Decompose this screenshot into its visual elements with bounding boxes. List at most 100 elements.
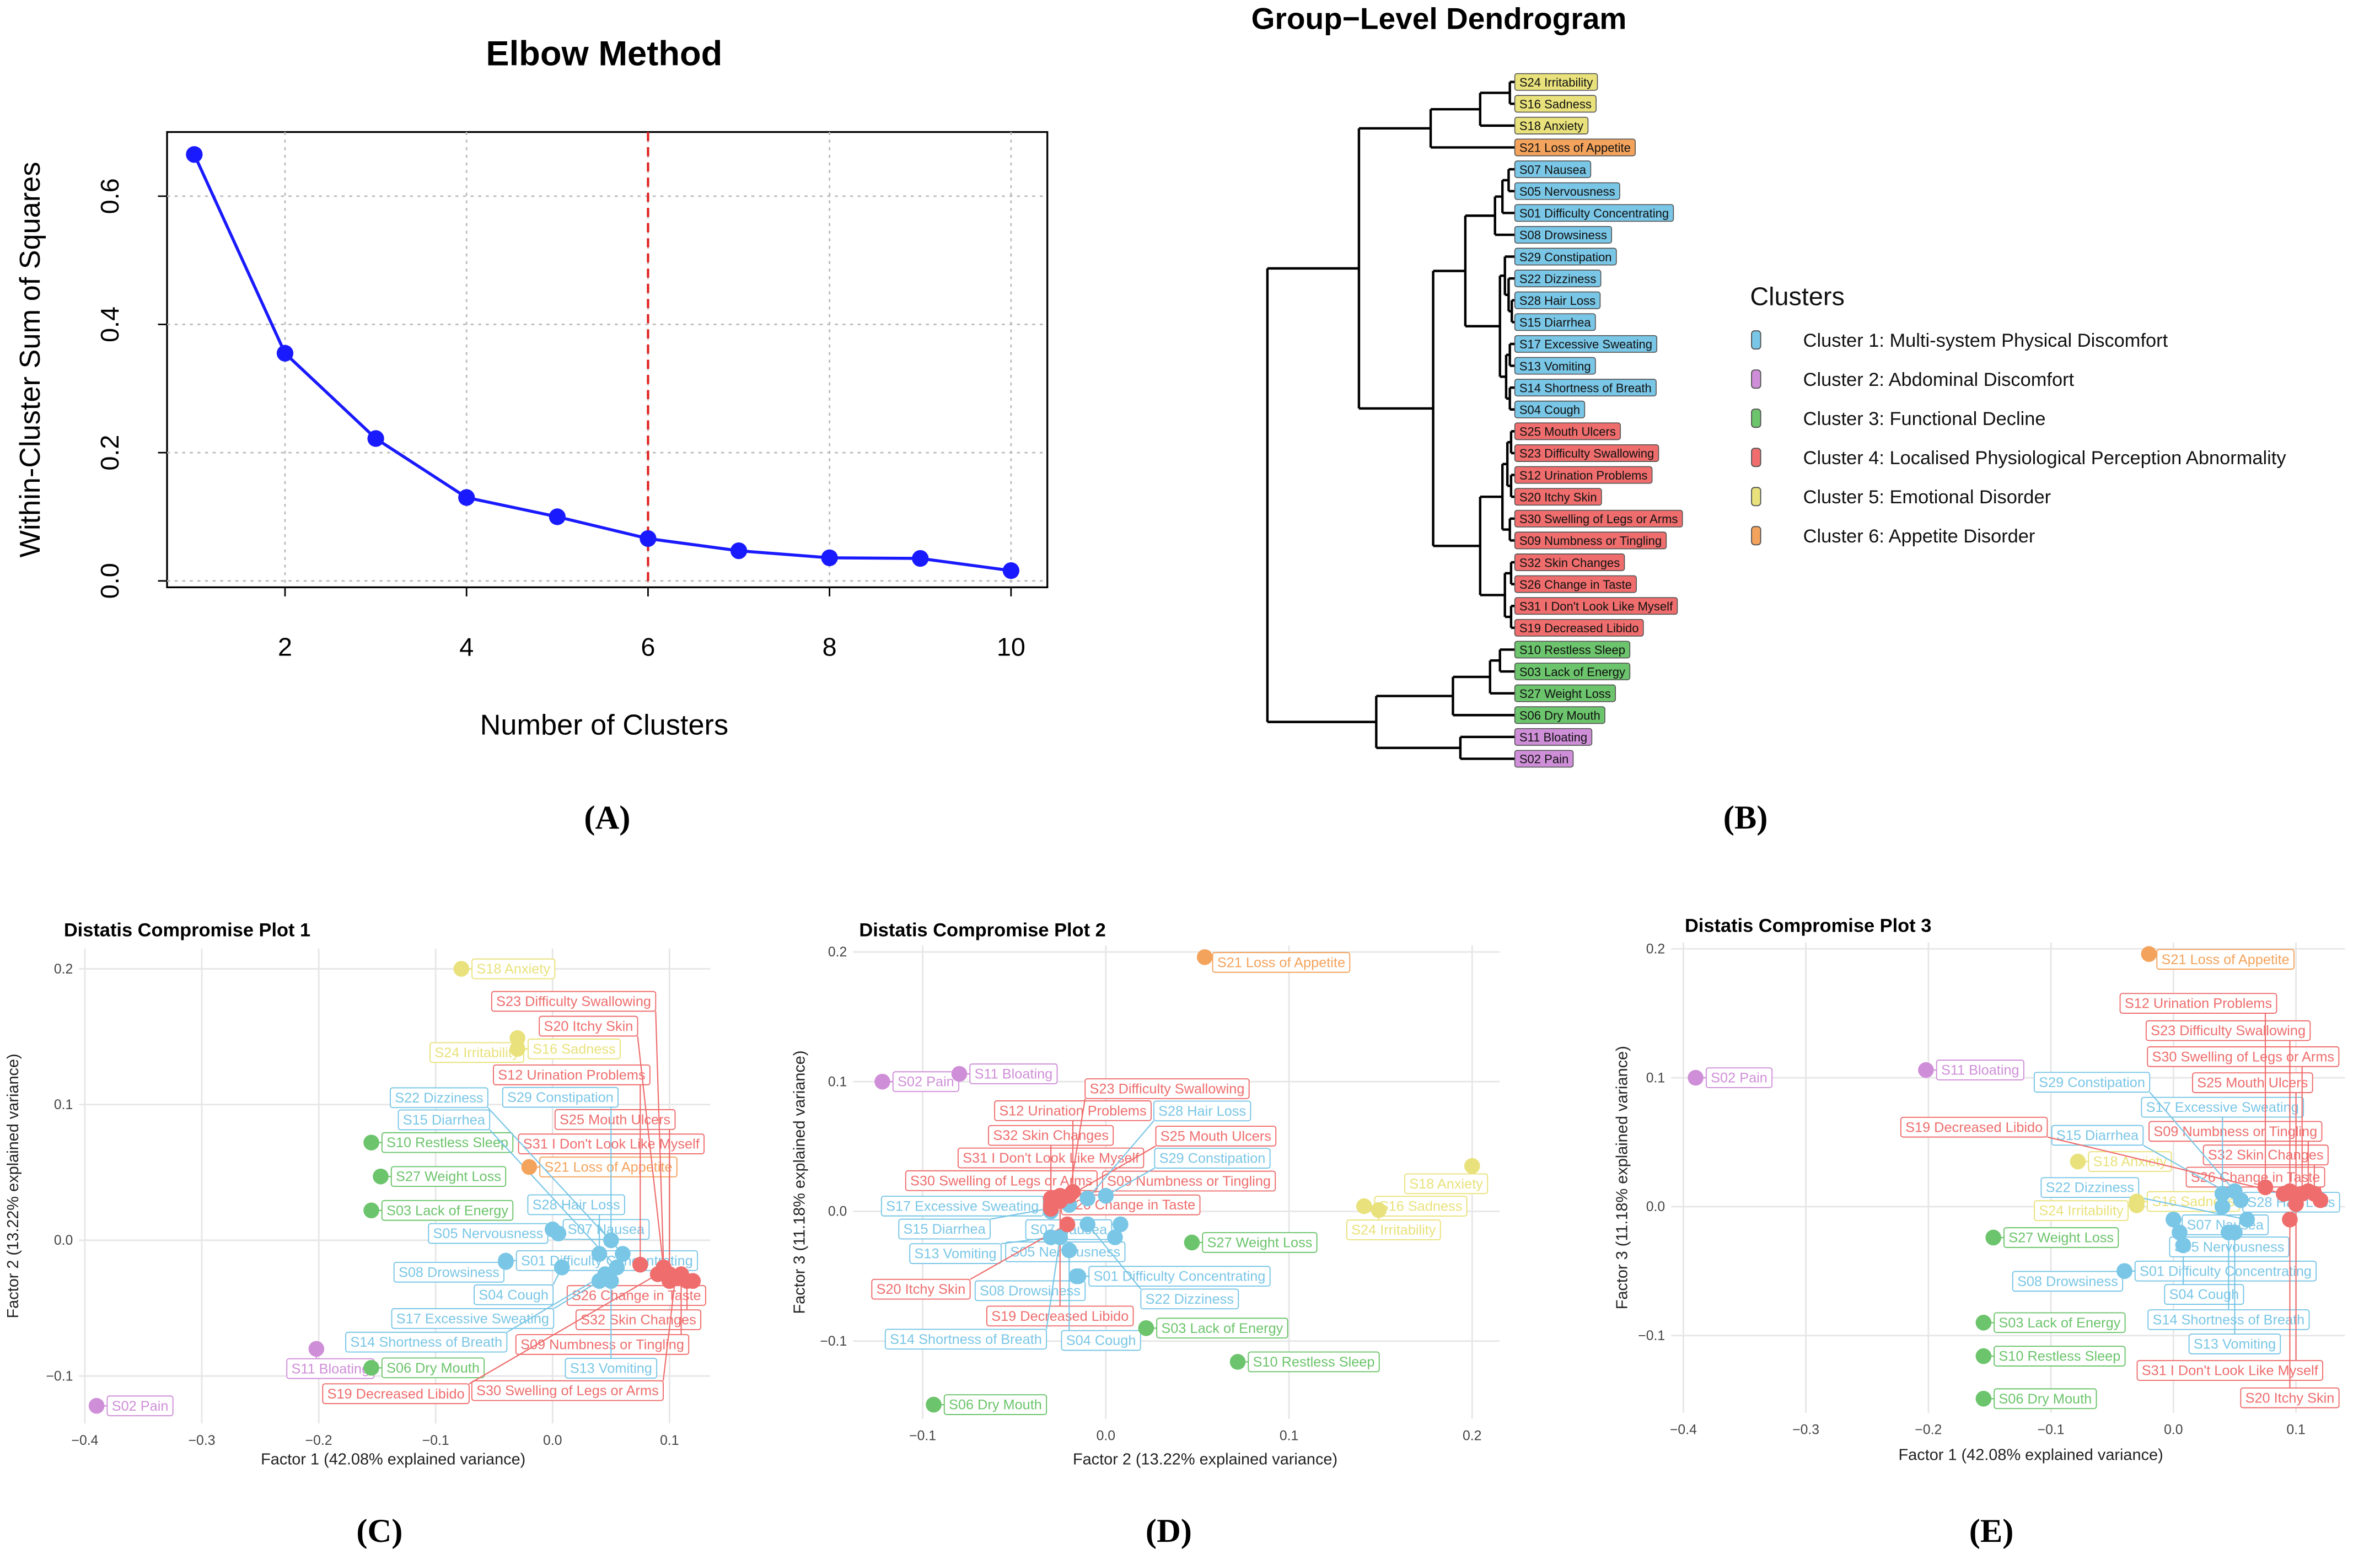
- symptom-label-text: S11 Bloating: [1941, 1063, 2019, 1078]
- label-box: [2188, 1333, 2281, 1354]
- label-box: [969, 1063, 1058, 1084]
- symptom-label-text: S21 Loss of Appetite: [2162, 952, 2290, 967]
- elbow-point: [912, 550, 929, 567]
- label-box: [1154, 1148, 1271, 1169]
- symptom-label-text: S08 Drowsiness: [980, 1283, 1081, 1299]
- symptom-label: S08 Drowsiness: [974, 1276, 1086, 1302]
- leaf-label: S23 Difficulty Swallowing: [1519, 447, 1654, 460]
- label-box: [322, 1383, 470, 1405]
- y-tick-label: 0.0: [54, 1233, 73, 1248]
- symptom-label: S05 Nervousness: [428, 1223, 558, 1244]
- legend-title: Clusters: [1750, 282, 1845, 310]
- y-tick-label: 0.1: [828, 1074, 847, 1089]
- x-tick-label: −0.2: [305, 1433, 332, 1448]
- label-box: [381, 1357, 485, 1379]
- y-tick-label: 0.2: [1646, 942, 1665, 957]
- symptom-point: [2129, 1197, 2145, 1213]
- label-box: [974, 1280, 1086, 1302]
- symptom-label: S17 Excessive Sweating: [2141, 1096, 2304, 1207]
- symptom-label-text: S13 Vomiting: [570, 1361, 652, 1376]
- symptom-label-text: S20 Itchy Skin: [2245, 1390, 2335, 1406]
- symptom-label-text: S20 Itchy Skin: [877, 1282, 966, 1297]
- symptom-label-text: S23 Difficulty Swallowing: [2151, 1023, 2306, 1039]
- label-box: [539, 1157, 678, 1177]
- symptom-label-text: S26 Change in Taste: [572, 1288, 701, 1304]
- y-axis-label: Factor 3 (11.18% explained variance): [1613, 1046, 1631, 1309]
- y-axis-label: Factor 2 (13.22% explained variance): [4, 1053, 22, 1318]
- symptom-label: S19 Decreased Libido: [322, 1273, 658, 1405]
- dendrogram-leaf: S12 Urination Problems: [1514, 466, 1653, 484]
- symptom-label: S06 Dry Mouth: [371, 1357, 485, 1379]
- y-tick-label: −0.1: [46, 1369, 73, 1384]
- symptom-label: S10 Restless Sleep: [1983, 1346, 2126, 1367]
- symptom-label-text: S25 Mouth Ulcers: [1161, 1128, 1271, 1144]
- points: [88, 961, 701, 1414]
- leaf-box: [1514, 73, 1598, 91]
- symptom-point: [2214, 1186, 2231, 1202]
- label-box: [345, 1331, 508, 1353]
- symptom-label-text: S14 Shortness of Breath: [350, 1335, 502, 1350]
- label-box: [1153, 1100, 1251, 1122]
- symptom-label-text: S19 Decreased Libido: [327, 1386, 465, 1402]
- symptom-label: S01 Difficulty Concentrating: [2124, 1260, 2317, 1282]
- symptom-label: S14 Shortness of Breath: [2147, 1232, 2310, 1330]
- symptom-point: [1371, 1202, 1387, 1218]
- elbow-point: [821, 549, 838, 567]
- label-box: [1994, 1388, 2097, 1410]
- symptom-label-text: S05 Nervousness: [433, 1226, 544, 1241]
- symptom-label: S09 Numbness or Tingling: [1060, 1170, 1276, 1197]
- dendrogram-leaf: S18 Anxiety: [1514, 116, 1589, 135]
- label-box: [909, 1243, 1002, 1264]
- x-tick-label: 0.0: [1097, 1429, 1115, 1444]
- dendrogram-leaf: S32 Skin Changes: [1514, 553, 1625, 571]
- symptom-label: S20 Itchy Skin: [2240, 1219, 2340, 1408]
- leaf-box: [1514, 379, 1657, 397]
- symptom-point: [1975, 1390, 1992, 1407]
- symptom-label: S01 Difficulty Concentrating: [1078, 1266, 1271, 1287]
- leaf-label: S18 Anxiety: [1519, 119, 1583, 133]
- legend-label: Cluster 6: Appetite Disorder: [1803, 526, 2035, 547]
- y-axis-label: Within-Cluster Sum of Squares: [14, 162, 46, 557]
- dendrogram-leaf: S20 Itchy Skin: [1514, 488, 1602, 506]
- leaf-box: [1514, 335, 1658, 353]
- symptom-label: S06 Dry Mouth: [1983, 1388, 2097, 1410]
- leaf-label: S26 Change in Taste: [1519, 578, 1632, 592]
- legend-label: Cluster 5: Emotional Disorder: [1803, 487, 2051, 508]
- symptom-point: [1918, 1062, 1934, 1078]
- elbow-point: [730, 542, 748, 560]
- x-axis-label: Factor 1 (42.08% explained variance): [1899, 1446, 2163, 1464]
- symptom-point: [1068, 1268, 1084, 1284]
- y-tick-label: 0.2: [95, 435, 124, 471]
- symptom-label: S21 Loss of Appetite: [2148, 949, 2295, 970]
- label-box: [898, 1218, 991, 1240]
- compromise-plot-2: Distatis Compromise Plot 2 −0.1 0.0 0.1 0.2 −…: [791, 920, 1500, 1469]
- leaf-label: S20 Itchy Skin: [1519, 490, 1597, 504]
- symptom-label: S17 Excessive Sweating: [391, 1280, 600, 1329]
- dendrogram-leaf: S19 Decreased Libido: [1514, 619, 1644, 637]
- label-leader: [637, 1036, 664, 1269]
- label-box: [884, 1329, 1047, 1350]
- dendrogram-leaf: S04 Cough: [1514, 400, 1586, 418]
- symptom-point: [544, 1221, 561, 1238]
- symptom-label-text: S06 Dry Mouth: [1998, 1391, 2092, 1407]
- label-box: [2119, 993, 2277, 1014]
- dendrogram-leaves: S24 Irritability S16 Sadness S18 Anxiety S2…: [1514, 73, 1683, 768]
- x-tick-label: −0.4: [72, 1433, 99, 1448]
- symptom-label: S22 Dizziness: [1087, 1224, 1239, 1310]
- label-box: [381, 1132, 514, 1153]
- x-tick-label: −0.1: [909, 1429, 936, 1444]
- y-tick-label: 0.4: [95, 307, 124, 342]
- symptom-point: [373, 1168, 389, 1185]
- x-tick-label: 0.0: [2164, 1423, 2183, 1438]
- x-axis-label: Factor 2 (13.22% explained variance): [1073, 1451, 1337, 1469]
- legend-item: Cluster 3: Functional Decline: [1751, 408, 2046, 429]
- x-tick-label: 0.0: [543, 1433, 562, 1448]
- symptom-label: S22 Dizziness: [2040, 1177, 2247, 1220]
- dendrogram-leaf: S07 Nausea: [1514, 160, 1592, 179]
- leaf-box: [1514, 597, 1678, 615]
- dendrogram-leaf: S23 Difficulty Swallowing: [1514, 444, 1659, 462]
- symptom-label: S04 Cough: [474, 1267, 563, 1305]
- dendrogram-leaf: S29 Constipation: [1514, 248, 1617, 266]
- elbow-point: [276, 345, 294, 362]
- symptom-point: [1975, 1348, 1992, 1364]
